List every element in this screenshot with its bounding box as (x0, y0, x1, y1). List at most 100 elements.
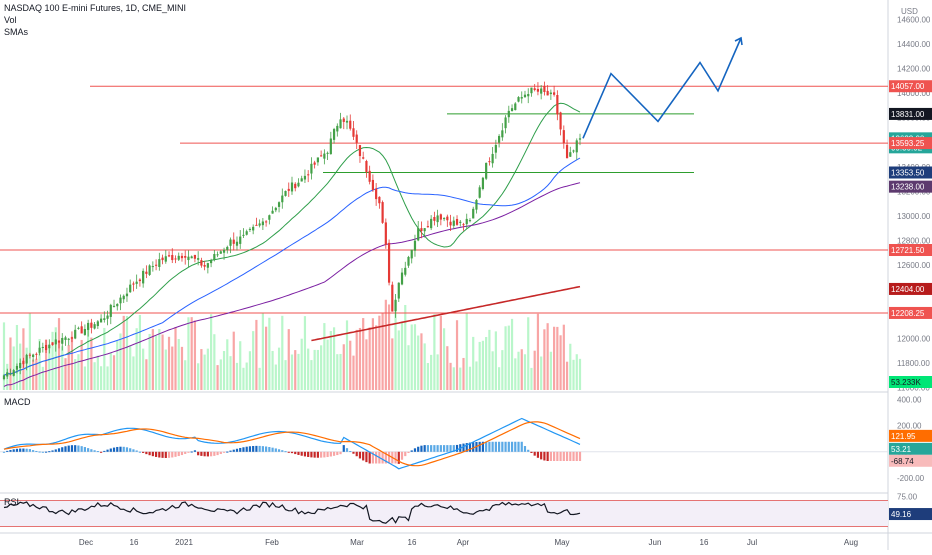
volume-bar (261, 313, 264, 390)
candle-body (210, 260, 213, 264)
candle-body (501, 130, 504, 138)
candle-body (135, 281, 138, 284)
price-badge-label: 13353.50 (891, 168, 925, 177)
macd-histogram-bar (51, 450, 54, 452)
macd-histogram-bar (281, 450, 284, 452)
macd-histogram-bar (407, 451, 410, 454)
candle-body (362, 157, 365, 159)
volume-bar (255, 319, 258, 390)
volume-bar (210, 314, 213, 390)
volume-bar (543, 329, 546, 390)
macd-histogram-bar (290, 451, 294, 454)
candle-body (303, 175, 307, 180)
volume-bar (125, 315, 129, 390)
volume-bar (336, 354, 339, 390)
volume-bar (287, 329, 290, 390)
volume-bar (355, 329, 358, 390)
sma-indicator-label[interactable]: SMAs (4, 27, 29, 37)
time-tick-label: May (554, 538, 569, 547)
candle-body (171, 255, 174, 261)
volume-bar (310, 360, 313, 390)
candle-body (161, 257, 164, 261)
candle-body (510, 108, 514, 112)
volume-bar (190, 317, 193, 390)
candle-body (103, 318, 106, 320)
candle-body (57, 340, 61, 343)
macd-histogram-bar (498, 441, 501, 452)
volume-bar (106, 366, 109, 390)
macd-histogram-bar (252, 445, 255, 452)
candle-body (41, 346, 44, 348)
macd-histogram-bar (559, 451, 562, 461)
macd-histogram-bar (320, 451, 323, 458)
macd-histogram-bar (400, 451, 404, 460)
macd-histogram-bar (420, 445, 423, 452)
candle-body (193, 254, 197, 259)
volume-bar (303, 316, 307, 390)
candle-body (349, 120, 352, 129)
volume-bar (180, 346, 184, 390)
candle-body (200, 260, 203, 266)
volume-bar (116, 340, 119, 390)
volume-bar (90, 337, 93, 390)
candle-body (536, 88, 540, 92)
candle-body (106, 315, 109, 319)
candle-body (284, 190, 287, 196)
volume-bar (420, 333, 423, 390)
macd-histogram-bar (48, 451, 51, 453)
macd-histogram-bar (494, 441, 497, 452)
forecast-path (582, 37, 742, 139)
candle-body (481, 177, 485, 189)
volume-bar (565, 361, 569, 390)
volume-bar (569, 343, 572, 390)
price-tick-label: 11800.00 (897, 359, 930, 368)
volume-bar (423, 343, 426, 390)
volume-bar (112, 355, 116, 390)
rsi-pane-title[interactable]: RSI (4, 497, 20, 507)
volume-indicator-label[interactable]: Vol (4, 15, 17, 25)
volume-bar (158, 329, 161, 390)
candle-body (87, 322, 90, 330)
volume-bar (229, 356, 232, 390)
volume-bar (449, 362, 452, 390)
candle-body (533, 88, 536, 90)
volume-bar (41, 366, 44, 390)
candle-body (67, 338, 70, 340)
candle-body (433, 217, 436, 221)
volume-bar (119, 333, 122, 390)
macd-histogram-bar (491, 441, 494, 452)
candle-body (90, 322, 93, 328)
macd-histogram-bar (536, 451, 540, 458)
rsi-tick-label: 75.00 (897, 492, 918, 501)
candle-body (265, 221, 268, 223)
macd-histogram-bar (25, 448, 28, 452)
volume-bar (99, 366, 103, 390)
macd-pane-title[interactable]: MACD (4, 397, 31, 407)
macd-histogram-bar (19, 448, 22, 452)
candle-body (148, 265, 151, 275)
macd-badge (889, 429, 932, 442)
macd-histogram-bar (358, 451, 362, 459)
currency-label: USD (901, 7, 918, 16)
macd-histogram-bar (193, 450, 197, 452)
volume-bar (177, 339, 180, 390)
candle-body (355, 134, 358, 143)
volume-bar (384, 299, 387, 390)
macd-histogram-bar (167, 451, 171, 458)
volume-bar (339, 353, 342, 390)
sma200-line (311, 285, 581, 342)
candle-body (138, 279, 142, 282)
volume-bar (316, 349, 319, 390)
volume-bar (358, 327, 362, 390)
volume-bar (48, 346, 51, 390)
candle-body (206, 263, 209, 268)
volume-bar (426, 363, 430, 390)
volume-bar (171, 346, 174, 390)
macd-tick-label: 400.00 (897, 396, 922, 405)
candle-body (556, 95, 559, 115)
macd-histogram-bar (161, 451, 164, 458)
candle-body (345, 120, 349, 123)
candle-body (268, 215, 271, 220)
macd-histogram-bar (35, 450, 38, 452)
